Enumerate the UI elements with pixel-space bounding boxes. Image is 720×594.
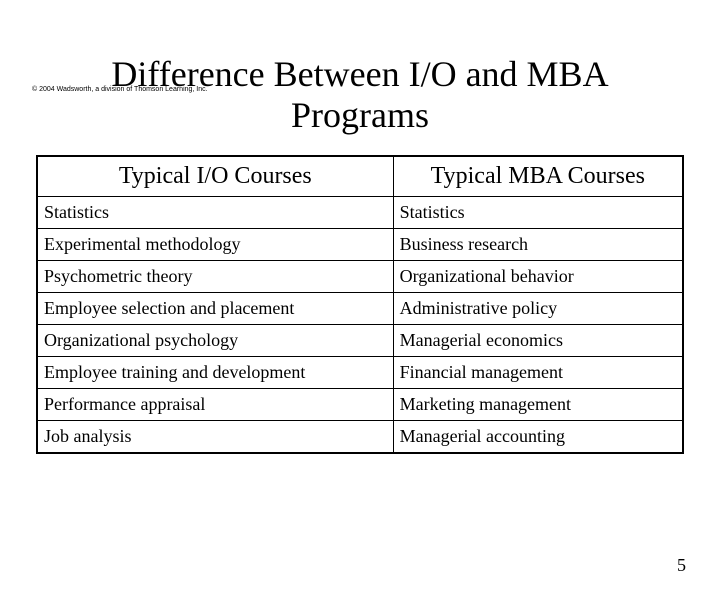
col-header-mba: Typical MBA Courses xyxy=(393,156,683,197)
table-row: Statistics Statistics xyxy=(37,196,683,228)
cell: Marketing management xyxy=(393,388,683,420)
table-row: Employee selection and placement Adminis… xyxy=(37,292,683,324)
page-number: 5 xyxy=(677,555,686,576)
comparison-table: Typical I/O Courses Typical MBA Courses … xyxy=(36,155,684,454)
cell: Employee selection and placement xyxy=(37,292,393,324)
table-row: Organizational psychology Managerial eco… xyxy=(37,324,683,356)
cell: Job analysis xyxy=(37,420,393,453)
page-title: Difference Between I/O and MBA Programs xyxy=(40,54,680,137)
cell: Organizational psychology xyxy=(37,324,393,356)
table-row: Employee training and development Financ… xyxy=(37,356,683,388)
table-row: Psychometric theory Organizational behav… xyxy=(37,260,683,292)
cell: Statistics xyxy=(37,196,393,228)
cell: Employee training and development xyxy=(37,356,393,388)
cell: Organizational behavior xyxy=(393,260,683,292)
comparison-table-container: Typical I/O Courses Typical MBA Courses … xyxy=(36,155,684,454)
cell: Managerial accounting xyxy=(393,420,683,453)
cell: Psychometric theory xyxy=(37,260,393,292)
table-row: Job analysis Managerial accounting xyxy=(37,420,683,453)
table-row: Experimental methodology Business resear… xyxy=(37,228,683,260)
cell: Statistics xyxy=(393,196,683,228)
cell: Administrative policy xyxy=(393,292,683,324)
cell: Managerial economics xyxy=(393,324,683,356)
cell: Experimental methodology xyxy=(37,228,393,260)
cell: Performance appraisal xyxy=(37,388,393,420)
col-header-io: Typical I/O Courses xyxy=(37,156,393,197)
cell: Financial management xyxy=(393,356,683,388)
copyright-text: © 2004 Wadsworth, a division of Thomson … xyxy=(32,86,208,93)
cell: Business research xyxy=(393,228,683,260)
table-row: Performance appraisal Marketing manageme… xyxy=(37,388,683,420)
